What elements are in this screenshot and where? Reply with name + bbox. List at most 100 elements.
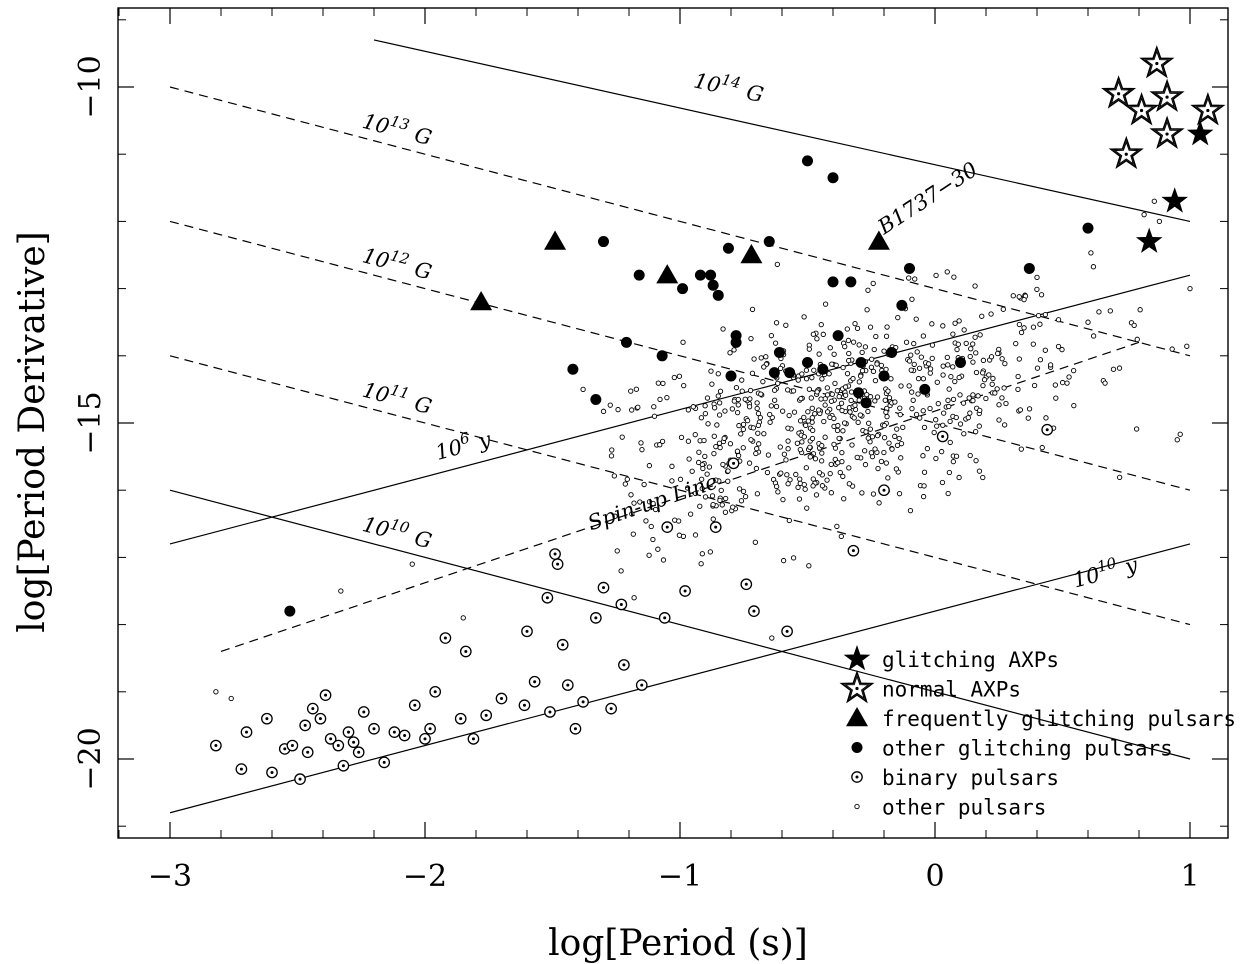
- point-other-pulsar: [881, 348, 887, 354]
- point-other-pulsar: [956, 474, 962, 481]
- point-filled-circle: [768, 367, 780, 379]
- point-other-pulsar: [651, 404, 657, 410]
- point-other-pulsar: [1037, 357, 1044, 363]
- point-other-pulsar: [799, 439, 805, 445]
- point-other-pulsar: [831, 415, 837, 422]
- point-other-pulsar: [671, 374, 677, 381]
- point-other-pulsar: [643, 518, 649, 524]
- point-other-pulsar: [924, 445, 931, 452]
- point-other-pulsar: [950, 396, 957, 403]
- point-other-pulsar: [760, 379, 766, 385]
- point-other-pulsar: [920, 493, 927, 500]
- point-other-pulsar: [1031, 382, 1038, 389]
- point-other-pulsar: [920, 333, 927, 339]
- point-other-pulsar: [660, 557, 667, 563]
- legend-marker-small-open-circle: [854, 803, 860, 810]
- point-other-pulsar: [758, 355, 764, 361]
- point-circled-dot: [459, 645, 472, 658]
- point-other-pulsar: [818, 396, 824, 402]
- point-other-pulsar: [611, 473, 618, 479]
- point-other-pulsar: [768, 333, 775, 339]
- point-circled-dot: [314, 712, 327, 725]
- point-other-pulsar: [856, 379, 862, 385]
- point-circled-dot: [332, 739, 345, 752]
- point-other-pulsar: [884, 413, 890, 420]
- point-other-pulsar: [778, 470, 784, 476]
- point-other-pulsar: [783, 322, 789, 328]
- point-other-pulsar: [872, 377, 879, 384]
- point-other-pulsar: [842, 392, 849, 398]
- point-other-pulsar: [883, 409, 889, 415]
- point-other-pulsar: [934, 379, 940, 385]
- point-other-pulsar: [911, 361, 917, 368]
- point-other-pulsar: [863, 429, 869, 435]
- point-other-pulsar: [1131, 322, 1137, 329]
- point-other-pulsar: [228, 695, 234, 702]
- point-other-pulsar: [460, 615, 466, 621]
- point-filled-circle: [598, 236, 609, 248]
- point-other-pulsar: [1137, 307, 1143, 313]
- point-circled-dot: [378, 756, 391, 769]
- series-frequently-glitching-pulsars: [470, 230, 890, 311]
- point-circled-dot: [419, 732, 431, 745]
- point-other-pulsar: [838, 533, 844, 540]
- point-other-pulsar: [907, 508, 914, 514]
- point-circled-dot: [597, 581, 610, 594]
- point-other-pulsar: [692, 490, 699, 497]
- point-other-pulsar: [807, 454, 813, 460]
- point-other-pulsar: [746, 460, 753, 466]
- point-other-pulsar: [1018, 329, 1025, 336]
- point-filled-circle: [656, 350, 668, 362]
- point-other-pulsar: [840, 428, 846, 434]
- point-other-pulsar: [1001, 385, 1007, 391]
- point-other-pulsar: [970, 392, 976, 398]
- point-other-pulsar: [1025, 415, 1031, 421]
- point-other-pulsar: [685, 438, 692, 444]
- legend-marker-filled-circle: [851, 742, 863, 753]
- point-other-pulsar: [821, 418, 827, 425]
- point-other-pulsar: [657, 396, 663, 403]
- point-other-pulsar: [615, 406, 621, 413]
- point-other-pulsar: [966, 395, 972, 401]
- point-other-pulsar: [950, 364, 956, 370]
- point-other-pulsar: [704, 395, 711, 401]
- point-other-pulsar: [963, 340, 969, 347]
- point-other-pulsar: [692, 532, 699, 538]
- point-other-pulsar: [836, 393, 842, 400]
- point-other-pulsar: [940, 422, 946, 428]
- point-other-pulsar: [911, 340, 917, 347]
- point-other-pulsar: [874, 394, 881, 400]
- point-other-pulsar: [849, 442, 855, 448]
- point-circled-dot: [847, 544, 860, 557]
- point-filled-circle: [677, 283, 689, 295]
- series-other-glitching-pulsars: [284, 155, 1094, 617]
- point-other-pulsar: [836, 435, 842, 441]
- point-other-pulsar: [704, 471, 710, 477]
- point-other-pulsar: [803, 367, 810, 373]
- point-other-pulsar: [772, 340, 779, 346]
- point-other-pulsar: [812, 456, 819, 462]
- point-other-pulsar: [944, 354, 950, 361]
- point-other-pulsar: [696, 459, 702, 466]
- point-other-pulsar: [716, 400, 723, 406]
- point-other-pulsar: [945, 362, 951, 368]
- point-other-pulsar: [850, 375, 856, 382]
- point-other-pulsar: [859, 349, 865, 356]
- point-other-pulsar: [717, 444, 723, 451]
- point-filled-circle: [1023, 262, 1035, 274]
- legend-item: glitching AXPs: [843, 645, 1059, 672]
- point-other-pulsar: [812, 411, 818, 417]
- point-other-pulsar: [842, 384, 849, 390]
- point-other-pulsar: [699, 485, 705, 492]
- point-other-pulsar: [1096, 309, 1102, 315]
- point-other-pulsar: [612, 513, 618, 519]
- legend-marker-filled-triangle: [846, 707, 868, 727]
- point-other-pulsar: [806, 563, 812, 569]
- point-other-pulsar: [631, 500, 637, 506]
- point-other-pulsar: [754, 445, 760, 452]
- point-other-pulsar: [1187, 285, 1193, 292]
- point-other-pulsar: [669, 463, 675, 469]
- point-other-pulsar: [618, 568, 624, 574]
- point-filled-circle: [730, 336, 742, 348]
- point-other-pulsar: [859, 368, 866, 374]
